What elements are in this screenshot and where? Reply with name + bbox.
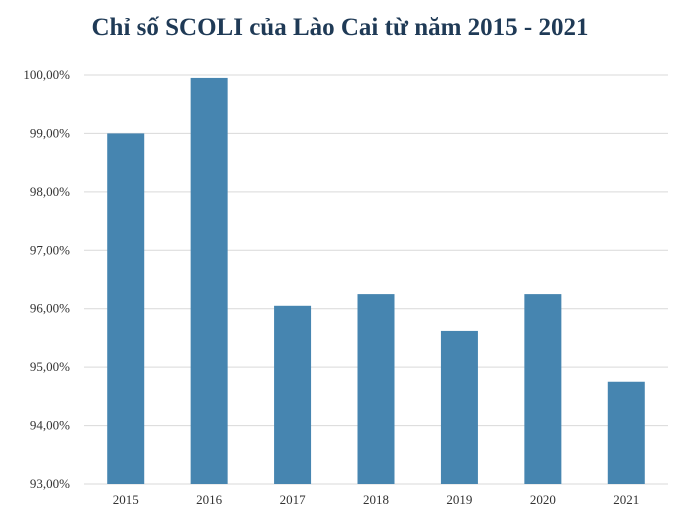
y-tick-label: 99,00% (30, 125, 70, 140)
x-tick-label: 2018 (363, 492, 389, 507)
y-tick-label: 94,00% (30, 418, 70, 433)
x-tick-label: 2020 (530, 492, 556, 507)
x-tick-label: 2016 (196, 492, 223, 507)
bars (107, 77, 645, 485)
x-tick-label: 2015 (113, 492, 139, 507)
y-tick-label: 96,00% (30, 301, 70, 316)
bar-2018 (357, 294, 395, 484)
bar-2019 (440, 330, 478, 484)
bar-2017 (274, 305, 312, 484)
x-axis-tick-labels: 2015 2016 2017 2018 2019 2020 2021 (113, 492, 640, 507)
bar-2021 (607, 381, 645, 484)
y-axis-tick-labels: 100,00% 99,00% 98,00% 97,00% 96,00% 95,00% 94,… (23, 67, 70, 491)
chart-title: Chỉ số SCOLI của Lào Cai từ năm 2015 - 2… (91, 14, 589, 41)
y-tick-label: 98,00% (30, 184, 70, 199)
bar-2016 (190, 77, 228, 485)
y-tick-label: 93,00% (30, 476, 70, 491)
x-tick-label: 2017 (280, 492, 307, 507)
x-tick-label: 2021 (613, 492, 639, 507)
bar-2020 (524, 294, 562, 484)
y-tick-label: 100,00% (23, 67, 70, 82)
y-tick-label: 95,00% (30, 359, 70, 374)
x-tick-label: 2019 (446, 492, 472, 507)
bar-2015 (107, 133, 145, 484)
y-tick-label: 97,00% (30, 242, 70, 257)
